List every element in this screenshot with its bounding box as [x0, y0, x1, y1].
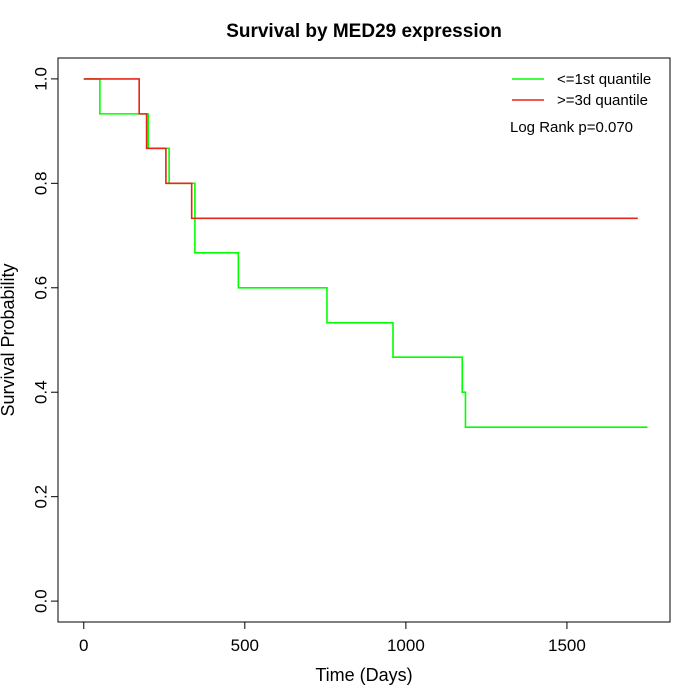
x-axis-label: Time (Days)	[315, 665, 412, 685]
y-tick-label: 0.8	[32, 172, 51, 196]
chart-title: Survival by MED29 expression	[226, 21, 502, 42]
x-axis: 0 500 1000 1500	[79, 621, 586, 655]
x-tick-label: 1000	[387, 636, 425, 655]
legend-label: >=3d quantile	[557, 92, 648, 109]
x-tick-label: 1500	[548, 636, 586, 655]
log-rank-annotation: Log Rank p=0.070	[510, 119, 633, 136]
plot-frame	[57, 57, 671, 623]
y-tick-label: 0.6	[32, 276, 51, 300]
y-axis: 0.0 0.2 0.4 0.6 0.8 1.0	[32, 67, 59, 613]
x-tick-label: 500	[231, 636, 259, 655]
x-tick-label: 0	[79, 636, 88, 655]
legend: <=1st quantile >=3d quantile	[512, 71, 651, 109]
series-layer	[83, 78, 648, 429]
series-line-0	[83, 78, 648, 429]
y-tick-label: 1.0	[32, 67, 51, 91]
legend-label: <=1st quantile	[557, 71, 651, 88]
y-tick-label: 0.4	[32, 380, 51, 404]
series-line-1	[83, 78, 638, 220]
y-axis-label: Survival Probability	[0, 263, 18, 416]
y-tick-label: 0.0	[32, 589, 51, 613]
y-tick-label: 0.2	[32, 485, 51, 509]
